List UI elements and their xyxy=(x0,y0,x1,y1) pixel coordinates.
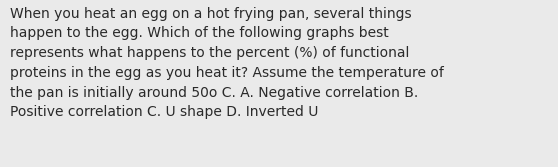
Text: When you heat an egg on a hot frying pan, several things
happen to the egg. Whic: When you heat an egg on a hot frying pan… xyxy=(10,7,444,119)
